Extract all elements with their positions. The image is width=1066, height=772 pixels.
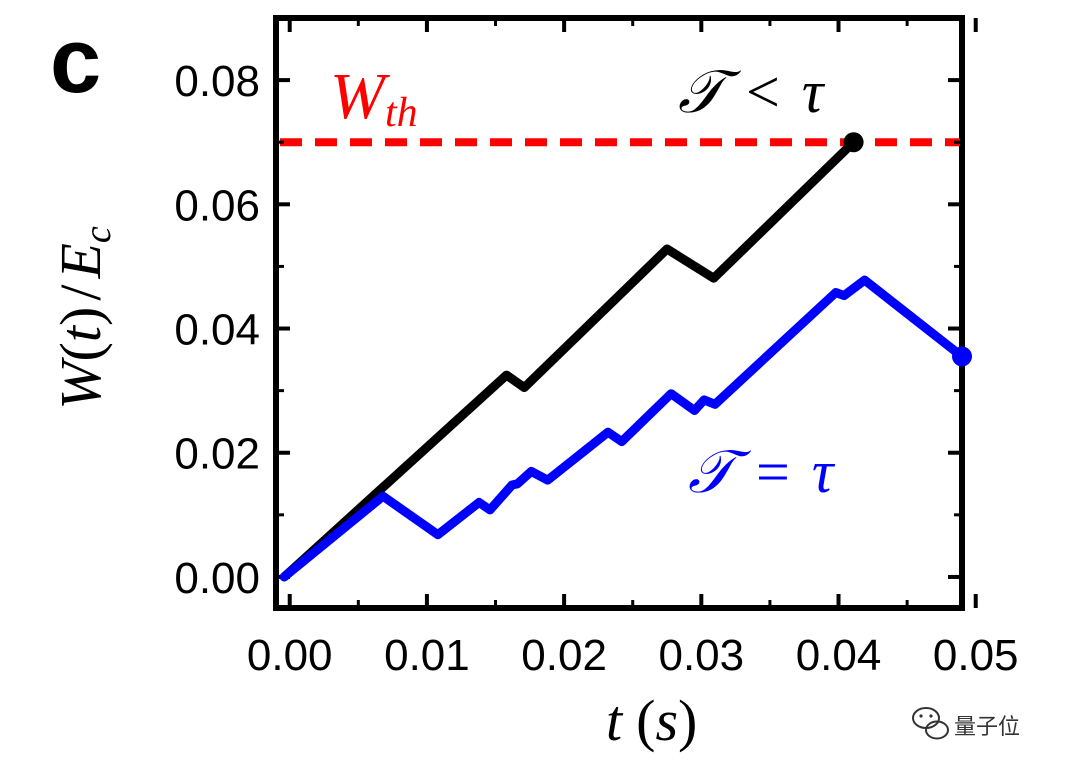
series-end-marker-blue — [952, 346, 972, 367]
y-tick-label: 0.06 — [174, 181, 260, 230]
x-axis-label: t (s) — [606, 688, 697, 753]
x-tick-label: 0.05 — [933, 631, 1019, 680]
x-tick-label: 0.04 — [796, 631, 882, 680]
x-tick-label: 0.00 — [247, 631, 333, 680]
x-tick-label: 0.01 — [384, 631, 470, 680]
x-tick-label: 0.03 — [658, 631, 744, 680]
threshold-label: Wth — [330, 60, 418, 136]
y-tick-label: 0.02 — [174, 430, 260, 479]
series-line-blue — [279, 275, 967, 582]
legend-black-rhs: τ — [802, 59, 826, 125]
series-line-black — [279, 137, 859, 582]
x-axis-unit: s — [655, 688, 678, 753]
watermark-text: 量子位 — [954, 715, 1020, 740]
threshold-label-sub: th — [385, 90, 418, 136]
legend-blue-rhs: τ — [812, 439, 836, 505]
x-tick-label: 0.02 — [521, 631, 607, 680]
legend-black-lhs: 𝒯 — [678, 59, 742, 125]
x-axis-var: t — [606, 688, 624, 753]
y-axis-label: W(t)/Ec — [48, 226, 119, 410]
x-tick-labels: 0.00 0.01 0.02 0.03 0.04 0.05 — [247, 631, 1019, 680]
y-axis-den: E — [48, 243, 113, 279]
legend-blue: 𝒯 = τ — [688, 439, 836, 505]
threshold-label-main: W — [330, 60, 390, 133]
legend-black: 𝒯 < τ — [678, 59, 826, 125]
y-axis-num: W — [48, 357, 113, 410]
legend-blue-op: = — [756, 439, 790, 505]
plot-frame — [273, 15, 965, 611]
panel-label: c — [50, 10, 101, 112]
y-tick-label: 0.08 — [174, 57, 260, 106]
wechat-icon — [912, 707, 949, 740]
y-axis-den-sub: c — [77, 226, 119, 243]
series-layer — [279, 132, 972, 582]
legend-black-op: < — [746, 59, 780, 125]
y-axis-arg: t — [48, 324, 113, 342]
y-tick-labels: 0.00 0.02 0.04 0.06 0.08 — [174, 57, 260, 603]
legend-blue-lhs: 𝒯 — [688, 439, 752, 505]
y-tick-label: 0.04 — [174, 306, 260, 355]
y-tick-label: 0.00 — [174, 554, 260, 603]
watermark: 量子位 — [912, 707, 1020, 740]
series-end-marker-black — [843, 132, 864, 153]
